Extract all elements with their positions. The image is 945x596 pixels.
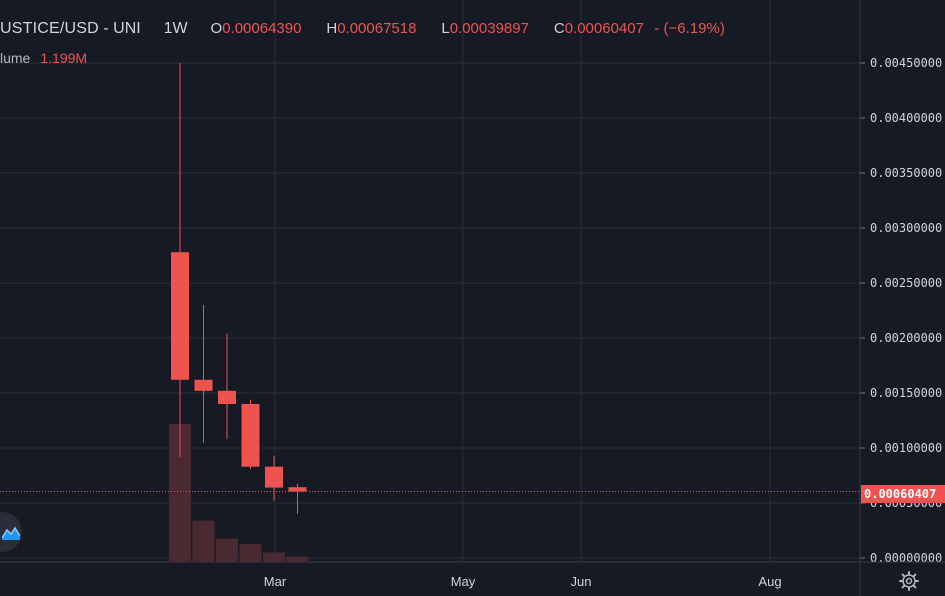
close-label: C: [553, 20, 565, 37]
volume-value: 1.199M: [40, 50, 88, 66]
y-tick-label: 0.00150000: [870, 386, 942, 400]
chart-navigation-button[interactable]: [0, 512, 22, 552]
high-label: H: [326, 20, 338, 37]
y-tick-label: 0.00350000: [870, 166, 942, 180]
open-label: O: [210, 20, 223, 37]
gear-icon[interactable]: [898, 570, 920, 592]
y-tick-label: 0.00200000: [870, 331, 942, 345]
low-label: L: [441, 20, 450, 37]
x-tick-label: Jun: [571, 574, 592, 589]
volume-legend[interactable]: lume 1.199M: [0, 50, 87, 66]
volume-bar: [192, 520, 215, 562]
y-tick-label: 0.00000000: [870, 551, 942, 565]
y-tick-label: 0.00300000: [870, 221, 942, 235]
last-price-label: 0.00060407: [861, 485, 945, 503]
candle-body: [218, 390, 236, 404]
exchange-name: UNI: [113, 20, 141, 37]
y-tick-label: 0.00100000: [870, 441, 942, 455]
volume-bar: [263, 552, 285, 562]
x-tick-label: May: [451, 574, 476, 589]
candle-body: [288, 487, 307, 492]
symbol-header: USTICE/USD - UNI 1W O0.00064390 H0.00067…: [0, 18, 725, 40]
chart-navigation-icon: [2, 526, 20, 540]
change-value: - (−6.19%): [654, 20, 725, 37]
y-tick-label: 0.00400000: [870, 111, 942, 125]
open-value: 0.00064390: [222, 20, 302, 37]
high-value: 0.00067518: [337, 20, 417, 37]
candle-body: [171, 252, 189, 380]
volume-bar: [216, 538, 238, 562]
volume-label: lume: [0, 50, 31, 66]
low-value: 0.00039897: [449, 20, 529, 37]
interval-label[interactable]: 1W: [163, 20, 188, 37]
volume-bar: [286, 556, 309, 562]
candle-body: [194, 379, 213, 391]
x-tick-label: Mar: [264, 574, 287, 589]
volume-bar: [169, 424, 191, 562]
close-value: 0.00060407: [564, 20, 644, 37]
header-separator: -: [103, 20, 109, 37]
y-tick-label: 0.00250000: [870, 276, 942, 290]
y-tick-label: 0.00450000: [870, 56, 942, 70]
x-tick-label: Aug: [758, 574, 781, 589]
candle-body: [241, 404, 260, 467]
volume-bar: [239, 544, 262, 562]
symbol-name[interactable]: USTICE/USD: [0, 20, 99, 37]
candle-body: [265, 466, 283, 488]
